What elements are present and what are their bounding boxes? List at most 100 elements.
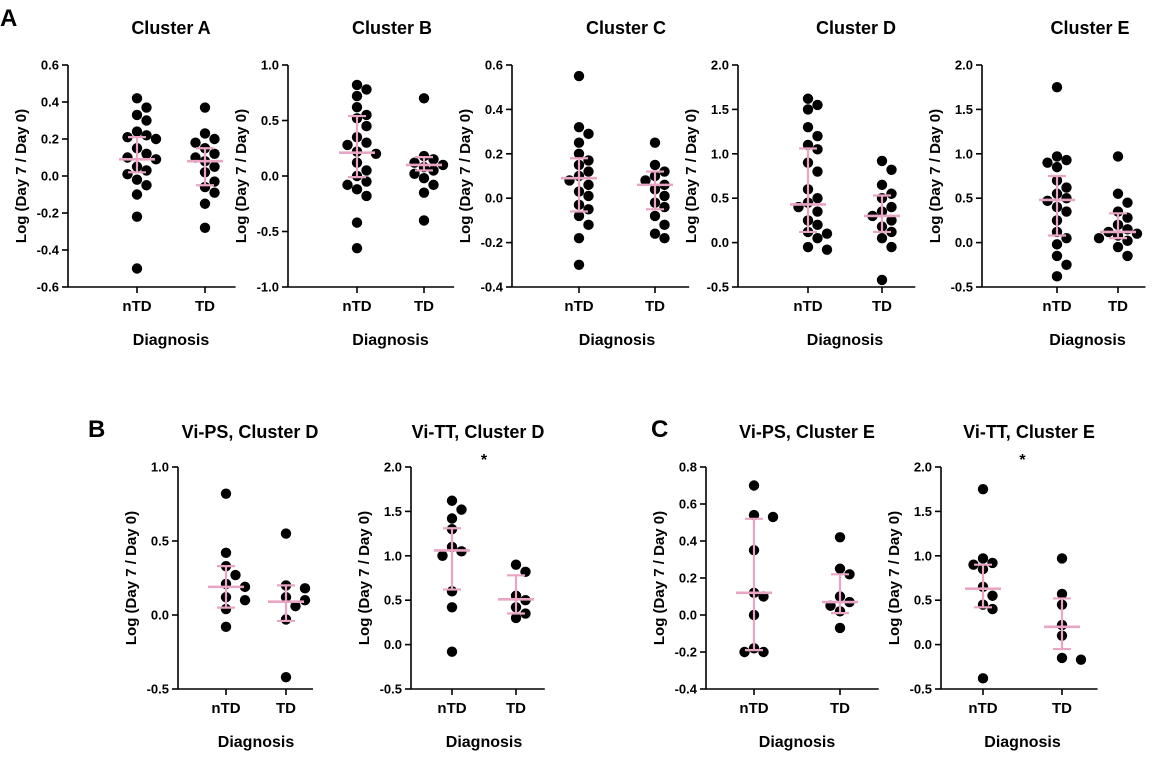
data-point [239,581,251,593]
y-axis-label: Log (Day 7 / Day 0) [233,109,250,243]
data-point [220,621,232,633]
data-point [583,204,594,215]
y-tick-label: 2.0 [955,58,973,73]
data-point [209,148,220,159]
y-tick-label: 1.0 [711,146,729,161]
data-point [834,622,846,634]
y-tick-label: -1.0 [257,280,279,295]
data-point [876,232,888,244]
y-tick-label: -0.5 [707,280,729,295]
chart-panel: Cluster C -0.4 -0.2 0.0 0.2 0.4 0.6 nTD TD Diagno… [457,18,690,349]
chart-panel: A Cluster A -0.6 -0.4 -0.2 0.0 0.2 0.4 0.6 nTD TD D… [0,5,236,349]
data-point [1051,271,1063,282]
y-tick-label: 0.0 [41,169,59,184]
data-point [659,166,670,177]
data-point [209,161,220,172]
data-point [342,179,353,191]
x-tick-label: nTD [564,298,593,315]
data-point [418,187,430,198]
data-point [361,176,372,187]
y-tick-label: 0.0 [384,637,402,652]
data-point [886,215,897,226]
data-point [418,173,430,184]
data-point [640,175,651,186]
data-point [886,226,897,238]
y-tick-label: -0.4 [675,682,698,697]
data-point [573,232,585,244]
y-tick-label: 0.4 [679,534,698,549]
data-point [573,70,585,82]
chart-title: Vi-PS, Cluster D [182,422,319,442]
data-point [361,120,372,132]
data-point [573,121,585,133]
data-point [122,152,133,163]
data-point [1112,151,1124,162]
data-point [1112,188,1124,199]
y-tick-label: 0.0 [955,235,973,250]
x-axis-label: Diagnosis [984,734,1061,751]
data-point [1122,212,1133,223]
data-point [583,128,594,140]
x-tick-label: nTD [211,700,240,717]
data-point [1051,250,1063,262]
x-axis-label: Diagnosis [1049,332,1126,349]
data-point [886,188,897,199]
data-point [361,165,372,176]
data-point [1093,232,1105,244]
data-point [987,603,998,615]
data-point [812,206,823,217]
data-point [812,219,823,231]
data-point [131,126,143,137]
data-point [821,244,833,255]
y-tick-label: -0.5 [910,682,932,697]
data-point [1051,151,1063,162]
chart-title: Cluster C [586,18,666,38]
y-tick-label: -0.4 [37,243,60,258]
data-point [1131,228,1143,239]
data-point [876,179,888,191]
y-tick-label: 2.0 [914,460,932,475]
x-tick-label: nTD [342,298,371,315]
data-point [876,155,888,167]
data-point [122,168,133,180]
data-point [141,102,152,113]
data-point [812,166,823,177]
data-point [977,484,989,495]
data-point [968,559,979,570]
data-point [418,215,430,226]
data-point [199,222,211,233]
data-point [1075,654,1087,665]
y-axis-label: Log (Day 7 / Day 0) [13,109,30,243]
data-point [239,595,251,606]
x-tick-label: TD [1108,298,1128,315]
data-point [834,563,846,574]
data-point [418,150,430,162]
chart-title: Cluster E [1050,18,1129,38]
data-point [409,157,420,168]
data-point [1051,239,1063,250]
y-tick-label: 0.0 [151,608,169,623]
data-point [150,154,162,165]
y-tick-label: 0.5 [261,113,279,128]
x-tick-label: TD [276,700,296,717]
data-point [299,595,311,606]
significance-marker: * [1019,452,1026,469]
chart-title: Cluster A [131,18,210,38]
data-point [131,93,143,104]
data-point [649,137,661,148]
y-axis-label: Log (Day 7 / Day 0) [651,511,668,645]
data-point [141,115,152,126]
y-tick-label: -0.2 [675,645,697,660]
data-point [573,259,585,270]
data-point [141,148,152,159]
data-point [977,553,989,564]
y-tick-label: 1.5 [955,102,973,117]
y-tick-label: 0.0 [914,637,932,652]
data-point [649,210,661,222]
data-point [131,174,143,185]
x-tick-label: TD [506,700,526,717]
data-point [342,139,353,151]
panel-letter: C [651,416,668,443]
data-point [812,130,823,142]
y-tick-label: 0.2 [41,132,59,147]
